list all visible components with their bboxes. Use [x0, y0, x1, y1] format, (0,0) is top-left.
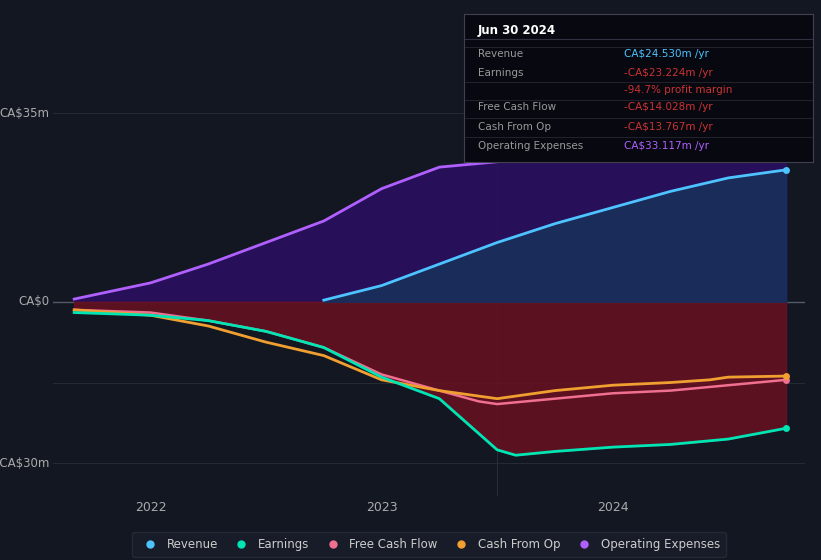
Text: CA$0: CA$0 — [19, 295, 49, 308]
Legend: Revenue, Earnings, Free Cash Flow, Cash From Op, Operating Expenses: Revenue, Earnings, Free Cash Flow, Cash … — [132, 532, 726, 557]
Text: Cash From Op: Cash From Op — [478, 122, 551, 132]
Text: Jun 30 2024: Jun 30 2024 — [478, 25, 556, 38]
Text: Operating Expenses: Operating Expenses — [478, 141, 583, 151]
Text: Revenue: Revenue — [478, 49, 523, 59]
Text: CA$35m: CA$35m — [0, 107, 49, 120]
Text: CA$24.530m /yr: CA$24.530m /yr — [624, 49, 709, 59]
Text: -CA$23.224m /yr: -CA$23.224m /yr — [624, 68, 713, 78]
Text: -94.7% profit margin: -94.7% profit margin — [624, 85, 733, 95]
Text: -CA$14.028m /yr: -CA$14.028m /yr — [624, 102, 713, 113]
Text: CA$33.117m /yr: CA$33.117m /yr — [624, 141, 709, 151]
Text: Earnings: Earnings — [478, 68, 523, 78]
Text: -CA$13.767m /yr: -CA$13.767m /yr — [624, 122, 713, 132]
Text: -CA$30m: -CA$30m — [0, 457, 49, 470]
Text: Free Cash Flow: Free Cash Flow — [478, 102, 556, 113]
